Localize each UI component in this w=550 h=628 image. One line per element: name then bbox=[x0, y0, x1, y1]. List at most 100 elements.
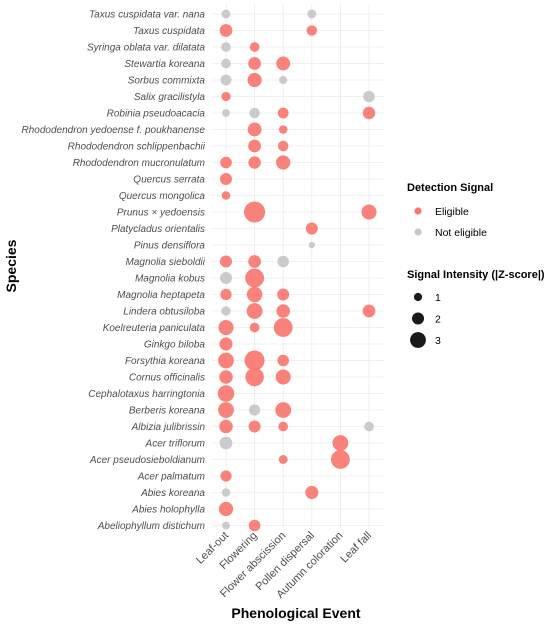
data-point bbox=[221, 9, 231, 19]
data-point bbox=[221, 58, 231, 69]
data-point bbox=[221, 488, 231, 497]
data-point bbox=[273, 318, 293, 337]
species-tick-label: Cornus officinalis bbox=[129, 373, 205, 384]
data-point bbox=[275, 402, 292, 418]
data-point bbox=[217, 385, 235, 402]
data-point bbox=[275, 369, 291, 385]
species-tick-label: Taxus cuspidata var. nana bbox=[89, 10, 205, 21]
legend-color-label: Eligible bbox=[435, 206, 469, 218]
data-point bbox=[277, 255, 290, 268]
species-tick-label: Rhododendron yedoense f. poukhanense bbox=[22, 125, 206, 136]
legend-color-title: Detection Signal bbox=[407, 182, 493, 194]
species-tick-label: Salix gracilistyla bbox=[134, 92, 206, 103]
species-tick-label: Acer pseudosieboldianum bbox=[89, 455, 205, 466]
species-tick-label: Magnolia kobus bbox=[135, 274, 205, 285]
data-point bbox=[222, 521, 230, 530]
data-point bbox=[278, 125, 288, 134]
legend-size-key bbox=[413, 292, 423, 302]
data-point bbox=[220, 156, 232, 169]
species-tick-label: Stewartia koreana bbox=[124, 59, 205, 70]
data-point bbox=[276, 155, 291, 170]
data-point bbox=[249, 107, 260, 119]
data-point bbox=[220, 288, 232, 301]
species-tick-label: Pinus densiflora bbox=[134, 241, 206, 252]
species-tick-label: Quercus mongolica bbox=[119, 191, 206, 202]
data-point bbox=[330, 450, 350, 469]
species-tick-label: Acer triflorum bbox=[145, 439, 205, 450]
data-point bbox=[277, 288, 290, 301]
data-point bbox=[245, 268, 265, 288]
species-tick-label: Magnolia sieboldii bbox=[126, 257, 206, 268]
data-point bbox=[363, 90, 375, 103]
data-point bbox=[361, 204, 377, 220]
data-point bbox=[221, 42, 231, 52]
data-point bbox=[248, 404, 261, 416]
data-point bbox=[218, 319, 234, 336]
species-tick-label: Robinia pseudoacacia bbox=[107, 109, 206, 120]
data-point bbox=[249, 322, 260, 333]
legend-size-label: 2 bbox=[435, 314, 441, 326]
data-point bbox=[249, 42, 260, 52]
data-point bbox=[332, 435, 349, 451]
data-point bbox=[219, 436, 233, 450]
species-axis-labels: Taxus cuspidata var. nana Taxus cuspidata… bbox=[22, 10, 206, 533]
data-point bbox=[276, 304, 290, 318]
data-point bbox=[306, 25, 318, 36]
species-tick-label: Albizia julibrissin bbox=[131, 422, 206, 433]
species-tick-label: Acer palmatum bbox=[137, 472, 205, 483]
legend-size-label: 1 bbox=[435, 292, 441, 304]
data-point bbox=[248, 255, 261, 268]
species-tick-label: Taxus cuspidata bbox=[133, 26, 205, 37]
data-point bbox=[220, 173, 232, 185]
species-tick-label: Platycladus orientalis bbox=[111, 224, 205, 235]
species-tick-label: Sorbus commixta bbox=[128, 76, 206, 87]
data-point bbox=[278, 421, 289, 432]
data-point bbox=[221, 91, 231, 102]
species-tick-label: Rhododendron schlippenbachii bbox=[68, 142, 206, 153]
data-point bbox=[248, 519, 261, 532]
y-axis-title: Species bbox=[3, 239, 19, 292]
data-point bbox=[276, 56, 291, 71]
data-point bbox=[362, 106, 376, 120]
data-point bbox=[220, 74, 232, 86]
legend-color-label: Not eligible bbox=[435, 227, 487, 239]
species-tick-label: Quercus serrata bbox=[133, 175, 205, 186]
species-tick-label: Syringa oblata var. dilatata bbox=[87, 43, 205, 54]
data-point bbox=[221, 306, 231, 316]
species-tick-label: Ginkgo biloba bbox=[144, 340, 206, 351]
data-point bbox=[219, 337, 233, 351]
species-tick-label: Berberis koreana bbox=[129, 406, 206, 417]
data-point bbox=[219, 419, 233, 434]
data-point bbox=[248, 139, 261, 153]
species-tick-label: Rhododendron mucronulatum bbox=[73, 158, 205, 169]
data-point bbox=[248, 156, 261, 169]
data-point bbox=[362, 304, 376, 318]
data-point bbox=[220, 470, 232, 482]
species-tick-label: Lindera obtusiloba bbox=[123, 307, 205, 318]
data-point bbox=[279, 75, 288, 85]
legend-size-key bbox=[412, 312, 424, 325]
legend-size-title: Signal Intensity (|Z-score|) bbox=[407, 269, 545, 281]
data-point bbox=[307, 9, 317, 19]
data-point bbox=[222, 109, 230, 117]
species-tick-label: Cephalotaxus harringtonia bbox=[88, 389, 205, 400]
data-point bbox=[246, 286, 263, 303]
data-point bbox=[248, 420, 261, 433]
data-point bbox=[245, 367, 264, 387]
data-point bbox=[278, 455, 288, 464]
data-point bbox=[244, 201, 266, 223]
grid-lines bbox=[212, 4, 384, 528]
species-tick-label: Magnolia heptapeta bbox=[117, 290, 205, 301]
data-point bbox=[220, 255, 232, 268]
data-point bbox=[246, 303, 263, 319]
species-tick-label: Abeliophyllum distichum bbox=[97, 521, 205, 532]
data-point bbox=[244, 350, 265, 371]
data-point bbox=[277, 140, 289, 152]
data-point bbox=[247, 122, 262, 137]
x-axis-title: Phenological Event bbox=[231, 605, 360, 621]
data-point bbox=[247, 72, 262, 88]
data-point bbox=[277, 354, 290, 367]
species-tick-label: Abies holophylla bbox=[131, 505, 205, 516]
